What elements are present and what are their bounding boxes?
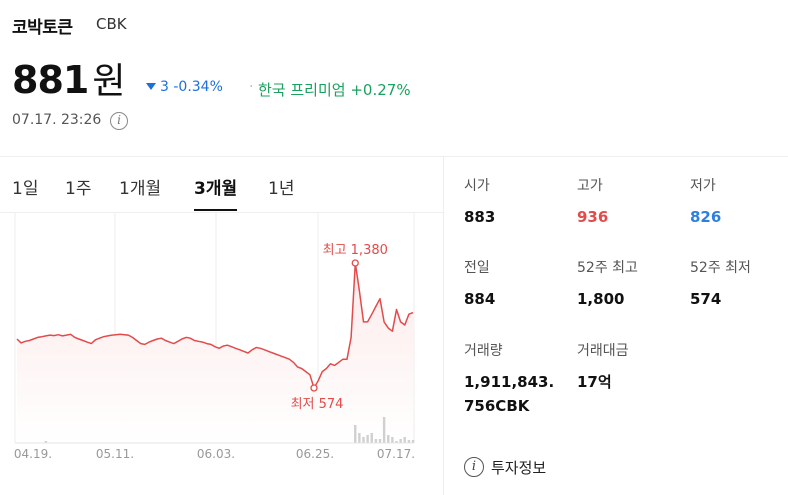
stat-52w-low-value: 574 — [690, 290, 722, 308]
section-divider — [0, 156, 788, 157]
high-label: 최고 1,380 — [323, 243, 388, 258]
volume-bar — [370, 433, 373, 443]
stat-volume: 거래량 1,911,843.756CBK — [464, 340, 564, 418]
price-timestamp: 07.17. 23:26 — [12, 112, 102, 128]
volume-bar — [358, 433, 361, 443]
change-value: 3 -0.34% — [160, 79, 223, 95]
current-price: 881 원 — [12, 52, 125, 104]
x-tick-label: 06.25. — [296, 447, 334, 461]
tab-3m[interactable]: 3개월 — [194, 174, 238, 211]
volume-bar — [354, 425, 357, 443]
volume-bar — [387, 435, 390, 443]
stat-prev-close-value: 884 — [464, 290, 496, 308]
x-tick-label: 05.11. — [96, 447, 134, 461]
premium-value: +0.27% — [350, 81, 411, 99]
stat-volume-value: 1,911,843.756CBK — [464, 373, 555, 415]
stat-low-value: 826 — [690, 208, 722, 226]
volume-bar — [391, 437, 394, 443]
stat-open-value: 883 — [464, 208, 496, 226]
volume-bar — [411, 440, 415, 443]
coin-symbol: CBK — [96, 15, 127, 33]
low-label: 최저 574 — [291, 397, 344, 412]
stat-52w-high: 52주 최고 1,800 — [577, 257, 638, 311]
volume-bar — [366, 435, 369, 443]
stat-volume-label: 거래량 — [464, 343, 503, 359]
volume-bar — [374, 439, 378, 443]
volume-bar — [395, 441, 398, 443]
korea-premium: 한국 프리미엄 +0.27% — [258, 79, 411, 100]
stat-low-label: 저가 — [690, 178, 716, 194]
volume-bar — [407, 440, 411, 443]
stat-high-label: 고가 — [577, 178, 603, 194]
stat-prev-close-label: 전일 — [464, 260, 490, 276]
invest-info-label: 투자정보 — [491, 459, 547, 477]
price-area-fill — [17, 263, 413, 443]
info-icon[interactable]: i — [110, 112, 128, 130]
x-tick-label: 07.17. — [377, 447, 415, 461]
stat-open-label: 시가 — [464, 178, 490, 194]
price-chart[interactable]: 최고 1,380 최저 574 04.19. 05.11. 06.03. 06.25. 07… — [0, 213, 443, 495]
stat-low: 저가 826 — [690, 175, 721, 229]
x-tick-label: 04.19. — [14, 447, 52, 461]
info-icon: i — [464, 457, 484, 477]
volume-bar — [44, 441, 48, 443]
volume-bar — [378, 439, 382, 443]
stat-high-value: 936 — [577, 208, 609, 226]
stat-trade-value-value: 17억 — [577, 373, 612, 391]
tab-1m[interactable]: 1개월 — [119, 179, 162, 199]
volume-bar — [403, 437, 406, 443]
high-marker — [351, 259, 359, 267]
stat-prev-close: 전일 884 — [464, 257, 495, 311]
price-line — [16, 262, 414, 389]
stat-52w-low: 52주 최저 574 — [690, 257, 751, 311]
low-marker — [310, 384, 318, 392]
premium-label: 한국 프리미엄 — [258, 81, 346, 99]
down-triangle-icon — [146, 83, 156, 90]
tab-1y[interactable]: 1년 — [268, 179, 295, 199]
separator-dot: · — [249, 79, 254, 95]
stat-52w-high-value: 1,800 — [577, 290, 625, 308]
price-unit: 원 — [92, 61, 125, 102]
column-divider — [443, 157, 444, 495]
coin-name: 코박토큰 — [12, 18, 73, 38]
price-value: 881 — [12, 58, 89, 102]
tab-1w[interactable]: 1주 — [65, 179, 92, 199]
stat-high: 고가 936 — [577, 175, 608, 229]
stat-52w-high-label: 52주 최고 — [577, 260, 638, 276]
x-tick-label: 06.03. — [197, 447, 235, 461]
stat-52w-low-label: 52주 최저 — [690, 260, 751, 276]
stat-trade-value-label: 거래대금 — [577, 343, 629, 359]
stat-open: 시가 883 — [464, 175, 495, 229]
tab-1d[interactable]: 1일 — [12, 179, 39, 199]
volume-bar — [362, 437, 365, 443]
tabs-underline — [0, 212, 443, 213]
volume-bar — [399, 439, 402, 443]
stat-trade-value: 거래대금 17억 — [577, 340, 629, 394]
stats-panel: 시가 883 고가 936 저가 826 전일 884 52주 최고 1,800… — [444, 157, 788, 495]
price-change: 3 -0.34% — [146, 79, 223, 95]
volume-bar — [382, 417, 386, 443]
